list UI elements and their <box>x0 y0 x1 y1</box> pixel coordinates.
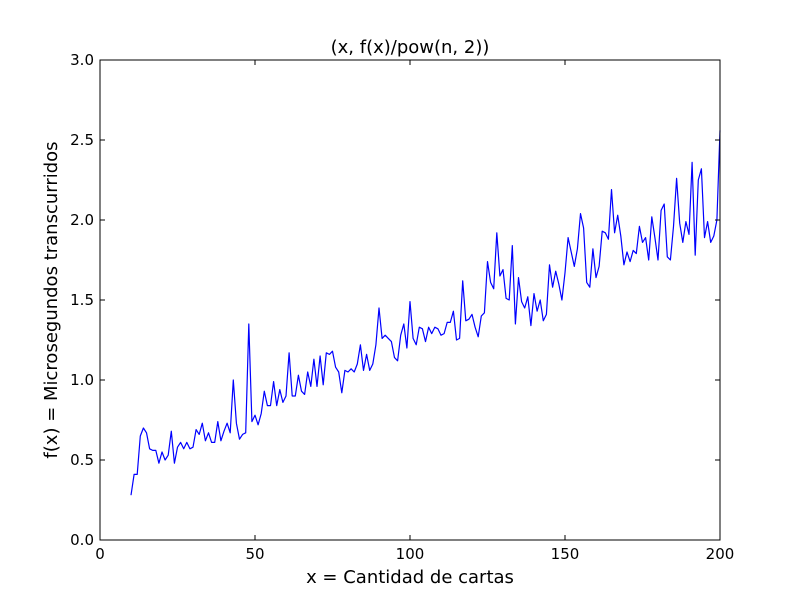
x-tick-label: 200 <box>706 545 735 563</box>
y-tick-label: 2.5 <box>70 131 94 149</box>
x-tick-label: 0 <box>95 545 105 563</box>
x-axis-label: x = Cantidad de cartas <box>306 567 514 588</box>
y-tick-label: 0.5 <box>70 451 94 469</box>
y-axis-label: f(x) = Microsegundos transcurridos <box>41 141 62 458</box>
chart-title: (x, f(x)/pow(n, 2)) <box>331 37 490 58</box>
series-line <box>130 130 721 496</box>
y-tick-label: 1.0 <box>70 371 94 389</box>
x-tick-label: 50 <box>245 545 264 563</box>
axis-ticks: 0 50 100 150 200 0.0 0.5 1.0 1.5 2.0 2.5 3.0 <box>70 51 734 563</box>
x-tick-label: 150 <box>551 545 580 563</box>
plot-frame <box>99 59 721 541</box>
x-tick-label: 100 <box>396 545 425 563</box>
y-tick-label: 1.5 <box>70 291 94 309</box>
y-tick-label: 3.0 <box>70 51 94 69</box>
y-tick-label: 2.0 <box>70 211 94 229</box>
y-tick-label: 0.0 <box>70 531 94 549</box>
plot-area <box>130 130 721 496</box>
